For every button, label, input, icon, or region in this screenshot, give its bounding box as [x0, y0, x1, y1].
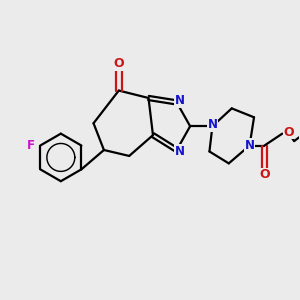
Text: N: N	[207, 118, 218, 131]
Text: O: O	[113, 57, 124, 70]
Text: N: N	[175, 94, 185, 107]
Text: F: F	[27, 139, 35, 152]
Text: N: N	[175, 145, 185, 158]
Text: O: O	[284, 126, 294, 139]
Text: O: O	[259, 168, 270, 181]
Text: N: N	[244, 139, 255, 152]
